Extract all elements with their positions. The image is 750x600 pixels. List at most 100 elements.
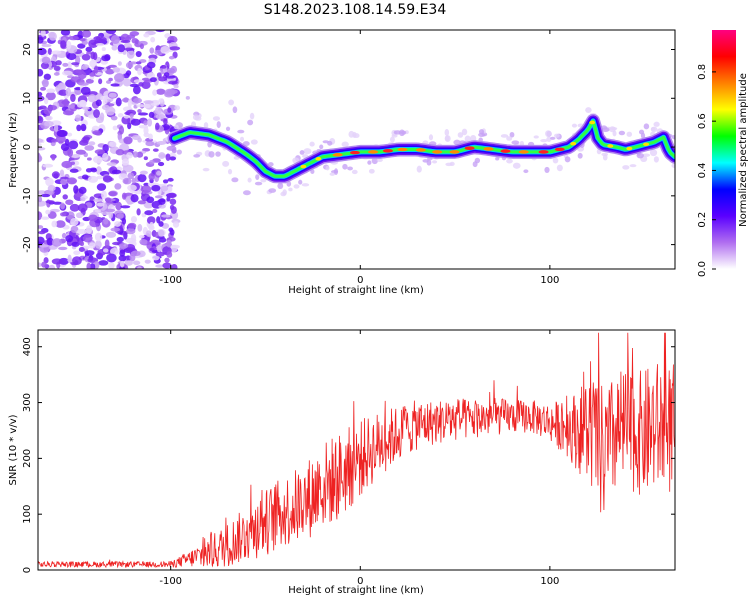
spectrogram-cells [38, 30, 675, 269]
noise-blob [93, 109, 100, 118]
spectrogram-frame [37, 29, 676, 270]
halo-blob [237, 129, 245, 134]
noise-blob [38, 138, 44, 143]
noise-blob [87, 175, 99, 183]
noise-blob [38, 142, 42, 147]
ridge-peak [349, 150, 360, 155]
noise-blob [43, 97, 49, 105]
noise-blob [108, 92, 117, 98]
noise-blob [162, 262, 172, 269]
noise-blob [123, 115, 130, 119]
noise-blob [39, 244, 49, 248]
halo-blob [208, 151, 215, 158]
noise-blob [108, 77, 113, 82]
noise-blob [130, 194, 139, 203]
noise-blob [146, 196, 155, 204]
noise-blob [135, 50, 142, 58]
noise-blob [78, 71, 87, 80]
noise-blob [106, 162, 117, 167]
ridge-peak [538, 150, 549, 154]
colorbar-gradient [712, 30, 736, 269]
noise-blob [93, 198, 103, 202]
halo-blob [202, 167, 210, 172]
noise-blob [144, 259, 151, 264]
halo-blob [247, 119, 254, 126]
noise-blob [126, 49, 135, 59]
noise-blob [124, 260, 133, 266]
noise-blob [79, 99, 87, 107]
noise-blob [115, 97, 122, 107]
noise-blob [132, 260, 141, 266]
noise-blob [89, 72, 96, 77]
noise-blob [85, 46, 93, 53]
noise-blob [60, 143, 70, 152]
halo-blob [249, 112, 255, 120]
noise-blob [68, 140, 79, 150]
noise-blob [40, 86, 47, 91]
halo-blob [193, 154, 201, 158]
noise-blob [51, 154, 56, 161]
noise-blob [38, 230, 46, 235]
noise-blob [38, 106, 44, 111]
noise-blob [70, 76, 81, 83]
noise-blob [127, 200, 133, 205]
noise-blob [60, 202, 66, 210]
noise-blob [164, 257, 170, 263]
noise-blob [61, 70, 73, 76]
noise-blob [81, 174, 89, 180]
noise-blob [73, 185, 79, 194]
noise-blob [41, 78, 49, 88]
noise-blob [90, 51, 96, 60]
halo-blob [478, 132, 486, 138]
noise-blob [95, 99, 102, 107]
halo-blob [353, 133, 360, 139]
noise-blob [60, 30, 71, 36]
noise-blob [38, 225, 44, 229]
noise-blob [72, 256, 82, 266]
noise-blob [145, 230, 152, 237]
noise-blob [96, 202, 105, 207]
noise-blob [84, 145, 95, 151]
noise-blob [67, 132, 73, 137]
noise-blob [85, 78, 94, 84]
snr-y-ticks: 0 100 200 300 400 [22, 337, 675, 573]
noise-blob [125, 61, 134, 69]
halo-blob [612, 130, 617, 137]
noise-blob [94, 65, 99, 74]
halo-blob [622, 165, 630, 170]
noise-blob [82, 234, 93, 243]
noise-blob [92, 155, 103, 164]
halo-blob [228, 99, 235, 106]
noise-blob [102, 175, 113, 183]
halo-blob [506, 158, 513, 164]
halo-blob [444, 129, 450, 137]
noise-blob [71, 241, 80, 247]
noise-blob [142, 147, 151, 152]
noise-blob [88, 39, 99, 48]
noise-blob [89, 59, 98, 68]
noise-blob [168, 227, 174, 233]
halo-blob [173, 124, 179, 130]
halo-blob [533, 135, 539, 139]
noise-blob [94, 149, 106, 155]
noise-blob [168, 55, 175, 60]
noise-blob [110, 115, 118, 121]
noise-blob [45, 91, 56, 101]
noise-blob [117, 44, 126, 53]
noise-blob [88, 141, 96, 146]
noise-blob [158, 98, 164, 103]
noise-blob [104, 208, 116, 213]
noise-blob [58, 89, 69, 96]
noise-blob [86, 51, 92, 55]
y-tick-label: 20 [22, 43, 33, 56]
noise-blob [75, 149, 86, 155]
noise-blob [148, 133, 153, 140]
noise-blob [67, 61, 72, 70]
noise-blob [69, 154, 81, 158]
halo-blob [556, 164, 563, 172]
noise-blob [136, 151, 144, 158]
halo-blob [376, 158, 383, 163]
ridge-peak [643, 142, 650, 147]
